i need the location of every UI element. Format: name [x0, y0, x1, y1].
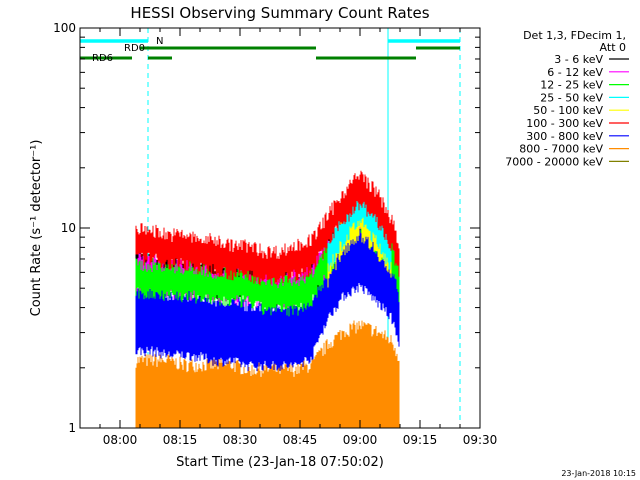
x-tick-label: 08:15 [163, 433, 198, 447]
plot-area: N RD0 RD6 [79, 28, 461, 428]
y-tick-label: 10 [61, 221, 76, 235]
x-tick-label: 09:15 [403, 433, 438, 447]
legend-entry-label: 12 - 25 keV [540, 79, 603, 92]
flag-n: N [80, 36, 460, 47]
legend-entry-label: 3 - 6 keV [554, 53, 603, 66]
axes: 08:00 08:15 08:30 08:45 09:00 09:15 09:30 1 10 10… [53, 21, 497, 447]
legend-entry-label: 50 - 100 keV [533, 104, 603, 117]
x-tick-label: 08:45 [283, 433, 318, 447]
flag-label: N [156, 36, 163, 47]
x-tick-label: 08:30 [223, 433, 258, 447]
y-axis-label: Count Rate (s⁻¹ detector⁻¹) [29, 140, 44, 317]
timestamp: 23-Jan-2018 10:15 [561, 469, 636, 478]
series-100-300kev [135, 170, 400, 286]
flag-rd0: RD0 [124, 43, 460, 54]
legend-entry-label: 100 - 300 keV [526, 117, 603, 130]
legend-header: Att 0 [600, 41, 626, 54]
y-tick-label: 1 [68, 421, 76, 435]
series-800-7000kev [135, 320, 400, 428]
y-tick-label: 100 [53, 21, 76, 35]
legend-entry-label: 7000 - 20000 keV [505, 155, 603, 168]
legend-entry-label: 25 - 50 keV [540, 91, 603, 104]
flag-rd6: RD6 [80, 53, 416, 64]
flag-label: RD6 [92, 53, 113, 64]
x-tick-label: 09:00 [343, 433, 378, 447]
legend-header: Det 1,3, FDecim 1, [523, 29, 626, 42]
legend-entry-label: 800 - 7000 keV [519, 143, 603, 156]
legend-entry-label: 300 - 800 keV [526, 130, 603, 143]
x-tick-label: 09:30 [463, 433, 498, 447]
legend-entry-label: 6 - 12 keV [547, 66, 603, 79]
chart-title: HESSI Observing Summary Count Rates [130, 4, 429, 22]
x-tick-label: 08:00 [103, 433, 138, 447]
flag-label: RD0 [124, 43, 145, 54]
x-axis-label: Start Time (23-Jan-18 07:50:02) [176, 455, 384, 470]
